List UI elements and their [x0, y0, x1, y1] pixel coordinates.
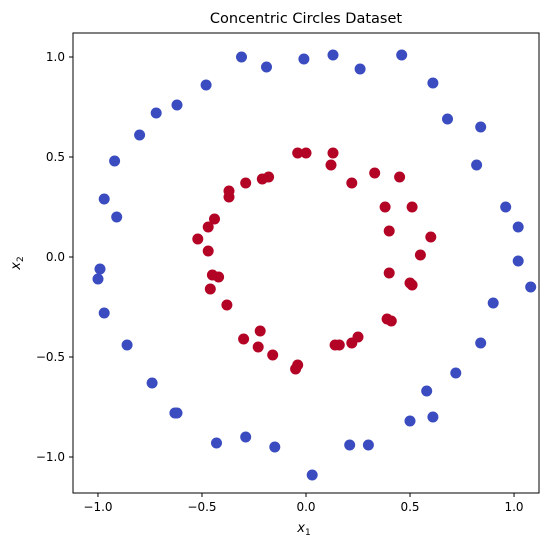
point-series1-30	[205, 284, 216, 295]
x-tick-label: −1.0	[83, 500, 112, 514]
x-tick-label: −0.5	[187, 500, 216, 514]
point-series1-37	[240, 178, 251, 189]
y-tick-label: 0.0	[46, 250, 65, 264]
point-series1-34	[192, 234, 203, 245]
point-series0-30	[99, 308, 110, 319]
x-tick-label: 0.5	[400, 500, 419, 514]
point-series0-17	[421, 386, 432, 397]
point-series1-10	[425, 232, 436, 243]
point-series0-18	[427, 412, 438, 423]
point-series1-7	[380, 202, 391, 213]
point-series1-2	[328, 148, 339, 159]
y-tick-label: −1.0	[36, 450, 65, 464]
y-tick-label: 1.0	[46, 50, 65, 64]
x-axis-label: x1	[296, 521, 310, 538]
point-series0-23	[269, 442, 280, 453]
point-series0-0	[236, 52, 247, 63]
point-series0-19	[405, 416, 416, 427]
point-series1-31	[203, 246, 214, 257]
point-series0-16	[450, 368, 461, 379]
data-points	[93, 50, 537, 481]
point-series0-9	[471, 160, 482, 171]
point-series1-29	[213, 272, 224, 283]
point-series0-25	[211, 438, 222, 449]
point-series1-36	[224, 186, 235, 197]
point-series1-4	[369, 168, 380, 179]
point-series1-39	[263, 172, 274, 183]
point-series0-4	[355, 64, 366, 75]
point-series0-20	[363, 440, 374, 451]
y-tick-label: −0.5	[36, 350, 65, 364]
y-axis: −1.0 −0.5 0.0 0.5 1.0	[36, 50, 73, 464]
point-series1-23	[267, 350, 278, 361]
point-series1-6	[346, 178, 357, 189]
point-series1-18	[346, 338, 357, 349]
point-series0-36	[134, 130, 145, 141]
point-series1-9	[384, 226, 395, 237]
point-series1-11	[415, 250, 426, 261]
x-axis-label-base: x	[296, 521, 305, 536]
point-series1-1	[301, 148, 312, 159]
point-series0-33	[99, 194, 110, 205]
point-series0-12	[513, 256, 524, 267]
y-tick-label: 0.5	[46, 150, 65, 164]
x-tick-label: 0.0	[296, 500, 315, 514]
point-series1-12	[384, 268, 395, 279]
point-series0-37	[151, 108, 162, 119]
point-series1-20	[330, 340, 341, 351]
point-series0-34	[111, 212, 122, 223]
point-series1-25	[255, 326, 266, 337]
x-axis-label-sub: 1	[305, 528, 311, 538]
chart-title: Concentric Circles Dataset	[210, 11, 403, 27]
point-series0-6	[427, 78, 438, 89]
point-series0-11	[513, 222, 524, 233]
point-series0-7	[442, 114, 453, 125]
point-series1-27	[221, 300, 232, 311]
point-series0-1	[261, 62, 272, 73]
point-series0-3	[328, 50, 339, 61]
point-series0-22	[307, 470, 318, 481]
point-series0-29	[122, 340, 133, 351]
y-axis-label: x2	[9, 256, 26, 270]
point-series0-10	[500, 202, 511, 213]
x-axis: −1.0 −0.5 0.0 0.5 1.0	[83, 493, 523, 514]
point-series0-38	[172, 100, 183, 111]
y-axis-label-sub: 2	[16, 256, 26, 262]
point-series1-26	[238, 334, 249, 345]
point-series1-22	[290, 364, 301, 375]
point-series0-15	[475, 338, 486, 349]
point-series0-28	[147, 378, 158, 389]
point-series0-27	[169, 408, 180, 419]
point-series0-13	[525, 282, 536, 293]
point-series0-35	[109, 156, 120, 167]
point-series1-16	[386, 316, 397, 327]
point-series1-5	[394, 172, 405, 183]
point-series0-39	[201, 80, 212, 91]
point-series1-8	[407, 202, 418, 213]
point-series0-8	[475, 122, 486, 133]
point-series0-32	[93, 274, 104, 285]
point-series1-24	[253, 342, 264, 353]
point-series0-14	[488, 298, 499, 309]
point-series0-21	[344, 440, 355, 451]
point-series1-14	[407, 280, 418, 291]
x-tick-label: 1.0	[504, 500, 523, 514]
point-series1-3	[326, 160, 337, 171]
point-series0-5	[396, 50, 407, 61]
point-series0-2	[298, 54, 309, 65]
point-series1-33	[209, 214, 220, 225]
point-series0-24	[240, 432, 251, 443]
y-axis-label-base: x	[9, 262, 24, 271]
plot-area-frame	[73, 33, 539, 493]
point-series0-31	[95, 264, 106, 275]
